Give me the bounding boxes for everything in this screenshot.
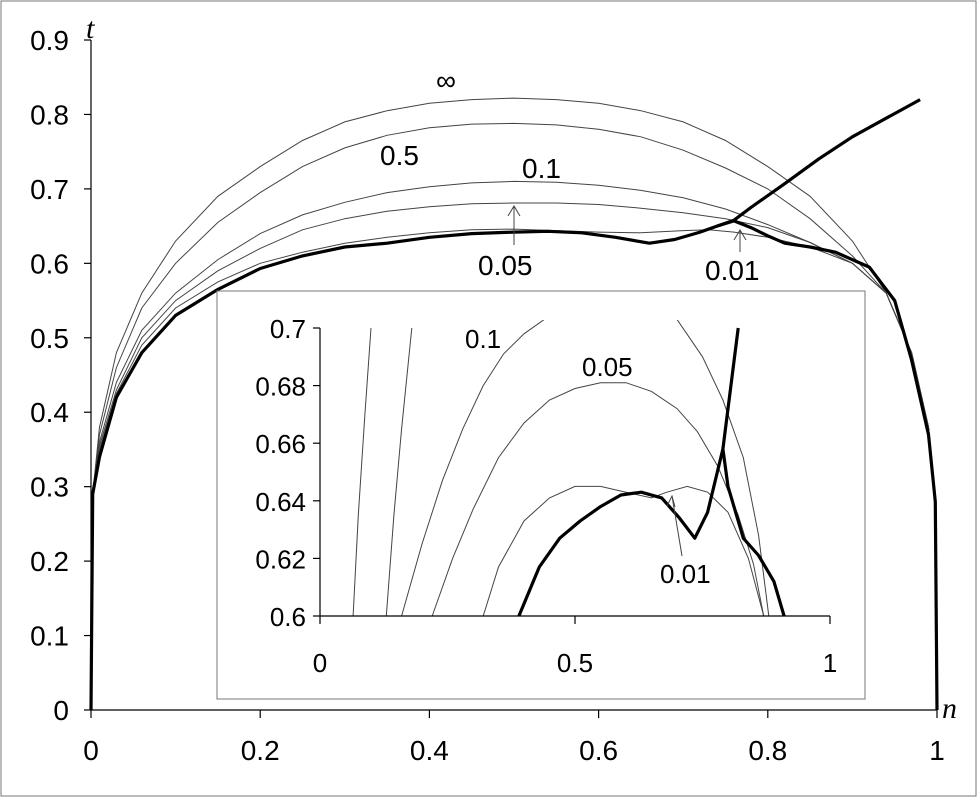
main-curves <box>89 97 939 711</box>
label-infinity: ∞ <box>436 65 456 96</box>
main-y-tick-label: 0.9 <box>30 25 69 56</box>
label-0-1: 0.1 <box>522 153 561 184</box>
inset-frame <box>216 290 866 700</box>
inset-chart: 0 0.5 1 0.60.620.640.660.680.7 0.1 0.05 0.… <box>216 290 866 700</box>
inset-arrow-0-01 <box>666 494 683 557</box>
inset-y-tick-label: 0.68 <box>255 372 306 402</box>
main-chart: 0 0.2 0.4 0.6 0.8 1 0 0.1 0.2 0.3 0.4 0.5 0.6 0.7 0.8… <box>30 12 957 766</box>
main-y-tick-label: 0 <box>53 695 69 726</box>
inset-y-ticks: 0.6 0.62 0.64 0.66 0.68 0.7 <box>255 314 320 632</box>
main-boundary-curve-6 <box>716 219 939 711</box>
inset-boundary-curve-7 <box>721 448 786 617</box>
main-y-tick-label: 0.5 <box>30 323 69 354</box>
inset-x-ticks: 0 0.5 1 <box>313 616 837 678</box>
main-y-tick-label: 0.3 <box>30 472 69 503</box>
inset-curves <box>352 320 786 617</box>
inset-y-tick-label: 0.6 <box>270 602 306 632</box>
inset-boundary-curve-6 <box>517 327 740 617</box>
arrow-0-01 <box>733 229 747 252</box>
main-y-tick-label: 0.7 <box>30 174 69 205</box>
inset-label-0-01: 0.01 <box>660 559 711 589</box>
inset-curve-5 <box>482 485 765 617</box>
main-boundary-curve-5 <box>89 98 921 711</box>
main-y-tick-label: 0.2 <box>30 546 69 577</box>
inset-y-tick-label: 0.64 <box>255 487 306 517</box>
main-y-tick-label: 0.4 <box>30 397 69 428</box>
main-y-tick-label: 0.6 <box>30 248 69 279</box>
main-x-tick-label: 0.6 <box>579 735 618 766</box>
main-x-tick-label: 0.2 <box>241 735 280 766</box>
inset-x-tick-label: 0 <box>313 648 327 678</box>
main-y-tick-label: 0.1 <box>30 621 69 652</box>
main-x-tick-label: 0 <box>83 735 99 766</box>
main-x-axis-name: n <box>942 692 957 725</box>
main-x-tick-label: 0.8 <box>748 735 787 766</box>
arrow-0-05 <box>507 205 521 245</box>
main-y-ticks: 0 0.1 0.2 0.3 0.4 0.5 0.6 0.7 0.8 0.9 <box>30 25 91 726</box>
main-x-tick-label: 0.4 <box>410 735 449 766</box>
inset-y-tick-label: 0.62 <box>255 544 306 574</box>
main-y-axis-name: t <box>86 12 95 45</box>
main-curve-1 <box>90 122 938 711</box>
label-0-05: 0.05 <box>478 250 533 281</box>
main-x-ticks: 0 0.2 0.4 0.6 0.8 1 <box>83 710 945 766</box>
label-0-5: 0.5 <box>380 140 419 171</box>
inset-x-tick-label: 0.5 <box>557 648 593 678</box>
inset-x-tick-label: 1 <box>823 648 837 678</box>
label-0-01: 0.01 <box>705 255 760 286</box>
main-x-tick-label: 1 <box>929 735 945 766</box>
inset-label-0-1: 0.1 <box>465 324 501 354</box>
inset-curve-2 <box>401 320 545 617</box>
inset-curve-1 <box>385 327 413 617</box>
inset-curve-0 <box>352 327 372 617</box>
inset-label-0-05: 0.05 <box>582 352 633 382</box>
inset-y-tick-label: 0.66 <box>255 429 306 459</box>
main-curve-4 <box>90 228 938 711</box>
inset-curve-3 <box>676 320 770 617</box>
inset-y-tick-label: 0.7 <box>270 314 306 344</box>
main-y-tick-label: 0.8 <box>30 99 69 130</box>
